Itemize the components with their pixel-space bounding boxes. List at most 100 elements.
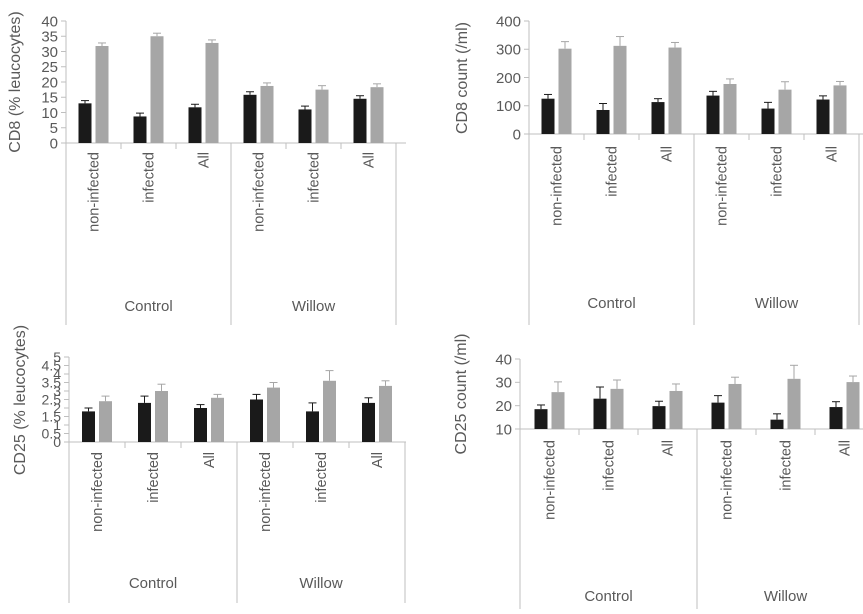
y-tick-label: 300 [496, 42, 521, 59]
x-category-label: infected [146, 452, 162, 503]
bar [711, 402, 725, 429]
y-tick-label: 20 [495, 398, 512, 415]
x-group-label: Willow [764, 588, 807, 605]
x-category-label: All [660, 146, 676, 162]
bar [770, 419, 784, 429]
bar [250, 399, 263, 442]
y-tick-label: 0 [513, 126, 521, 143]
bar [298, 109, 312, 143]
y-tick-label: 100 [496, 98, 521, 115]
bar [778, 89, 792, 134]
bar [651, 102, 665, 134]
y-tick-label: 10 [41, 105, 58, 122]
bar [829, 407, 843, 429]
x-category-label: infected [307, 152, 323, 203]
bar [194, 408, 207, 442]
bar [551, 392, 565, 429]
bar [669, 390, 683, 429]
y-tick-label: 5 [53, 349, 61, 365]
y-tick-label: 40 [495, 351, 512, 368]
bar [728, 383, 742, 429]
bar [541, 98, 555, 134]
y-tick-label: 30 [41, 44, 58, 61]
bar [706, 95, 720, 134]
x-category-label: non-infected [252, 152, 268, 232]
y-tick-label: 4 [53, 366, 61, 382]
bar [816, 99, 830, 134]
bar [133, 116, 147, 143]
bar [82, 411, 95, 442]
x-category-label: non-infected [258, 452, 274, 532]
y-tick-label: 400 [496, 13, 521, 30]
x-group-label: Willow [292, 298, 335, 315]
bar [761, 108, 775, 134]
bar [323, 380, 336, 442]
x-category-label: non-infected [720, 440, 736, 520]
y-tick-label: 0.5 [42, 425, 62, 441]
y-tick-label: 40 [41, 13, 58, 30]
bar [78, 103, 92, 143]
y-tick-label: 3.5 [42, 374, 62, 390]
y-tick-label: 15 [41, 90, 58, 107]
bar [260, 85, 274, 143]
x-category-label: All [362, 152, 378, 168]
bar [306, 411, 319, 442]
x-group-label: Willow [755, 295, 798, 312]
bar [138, 402, 151, 442]
y-tick-label: 35 [41, 29, 58, 46]
y-tick-label: 1.5 [42, 408, 62, 424]
bar [188, 107, 202, 143]
y-tick-label: 20 [41, 74, 58, 91]
y-axis-label: CD8 (% leucocytes) [7, 11, 24, 152]
x-category-label: infected [779, 440, 795, 491]
bar [353, 98, 367, 143]
x-group-label: Control [587, 295, 635, 312]
bar [652, 406, 666, 429]
bar [267, 387, 280, 442]
bar [846, 382, 860, 429]
bar [315, 89, 329, 143]
y-tick-label: 5 [50, 120, 58, 137]
x-category-label: infected [770, 146, 786, 197]
x-category-label: All [197, 152, 213, 168]
x-category-label: non-infected [715, 146, 731, 226]
x-category-label: infected [602, 440, 618, 491]
y-axis-label: CD25 (% leucocytes) [12, 325, 29, 475]
x-category-label: non-infected [550, 146, 566, 226]
bar [593, 398, 607, 429]
bar [243, 94, 257, 143]
bar [668, 47, 682, 134]
bar [362, 402, 375, 442]
x-category-label: non-infected [87, 152, 103, 232]
x-category-label: All [825, 146, 841, 162]
bar [95, 46, 109, 144]
x-category-label: infected [605, 146, 621, 197]
y-tick-label: 0 [53, 434, 61, 450]
y-tick-label: 1 [53, 417, 61, 433]
x-category-label: All [202, 452, 218, 468]
x-category-label: All [661, 440, 677, 456]
bar [155, 391, 168, 442]
y-tick-label: 200 [496, 70, 521, 87]
y-tick-label: 10 [495, 421, 512, 438]
x-category-label: All [838, 440, 854, 456]
x-group-label: Willow [299, 575, 342, 592]
y-tick-label: 2.5 [42, 391, 62, 407]
bar [833, 85, 847, 134]
bar [205, 42, 219, 143]
y-tick-label: 30 [495, 375, 512, 392]
bar [558, 48, 572, 135]
x-group-label: Control [584, 588, 632, 605]
x-category-label: non-infected [543, 440, 559, 520]
x-category-label: infected [142, 152, 158, 203]
x-category-label: All [370, 452, 386, 468]
bar [534, 409, 548, 429]
bar [596, 109, 610, 134]
y-axis-label: CD25 count (/ml) [453, 334, 470, 455]
bar [379, 385, 392, 442]
chart-4: 10 20 30 40 CD25 count (/ml) non-infected infe… [453, 334, 863, 609]
bar [613, 45, 627, 134]
x-category-label: infected [314, 452, 330, 503]
